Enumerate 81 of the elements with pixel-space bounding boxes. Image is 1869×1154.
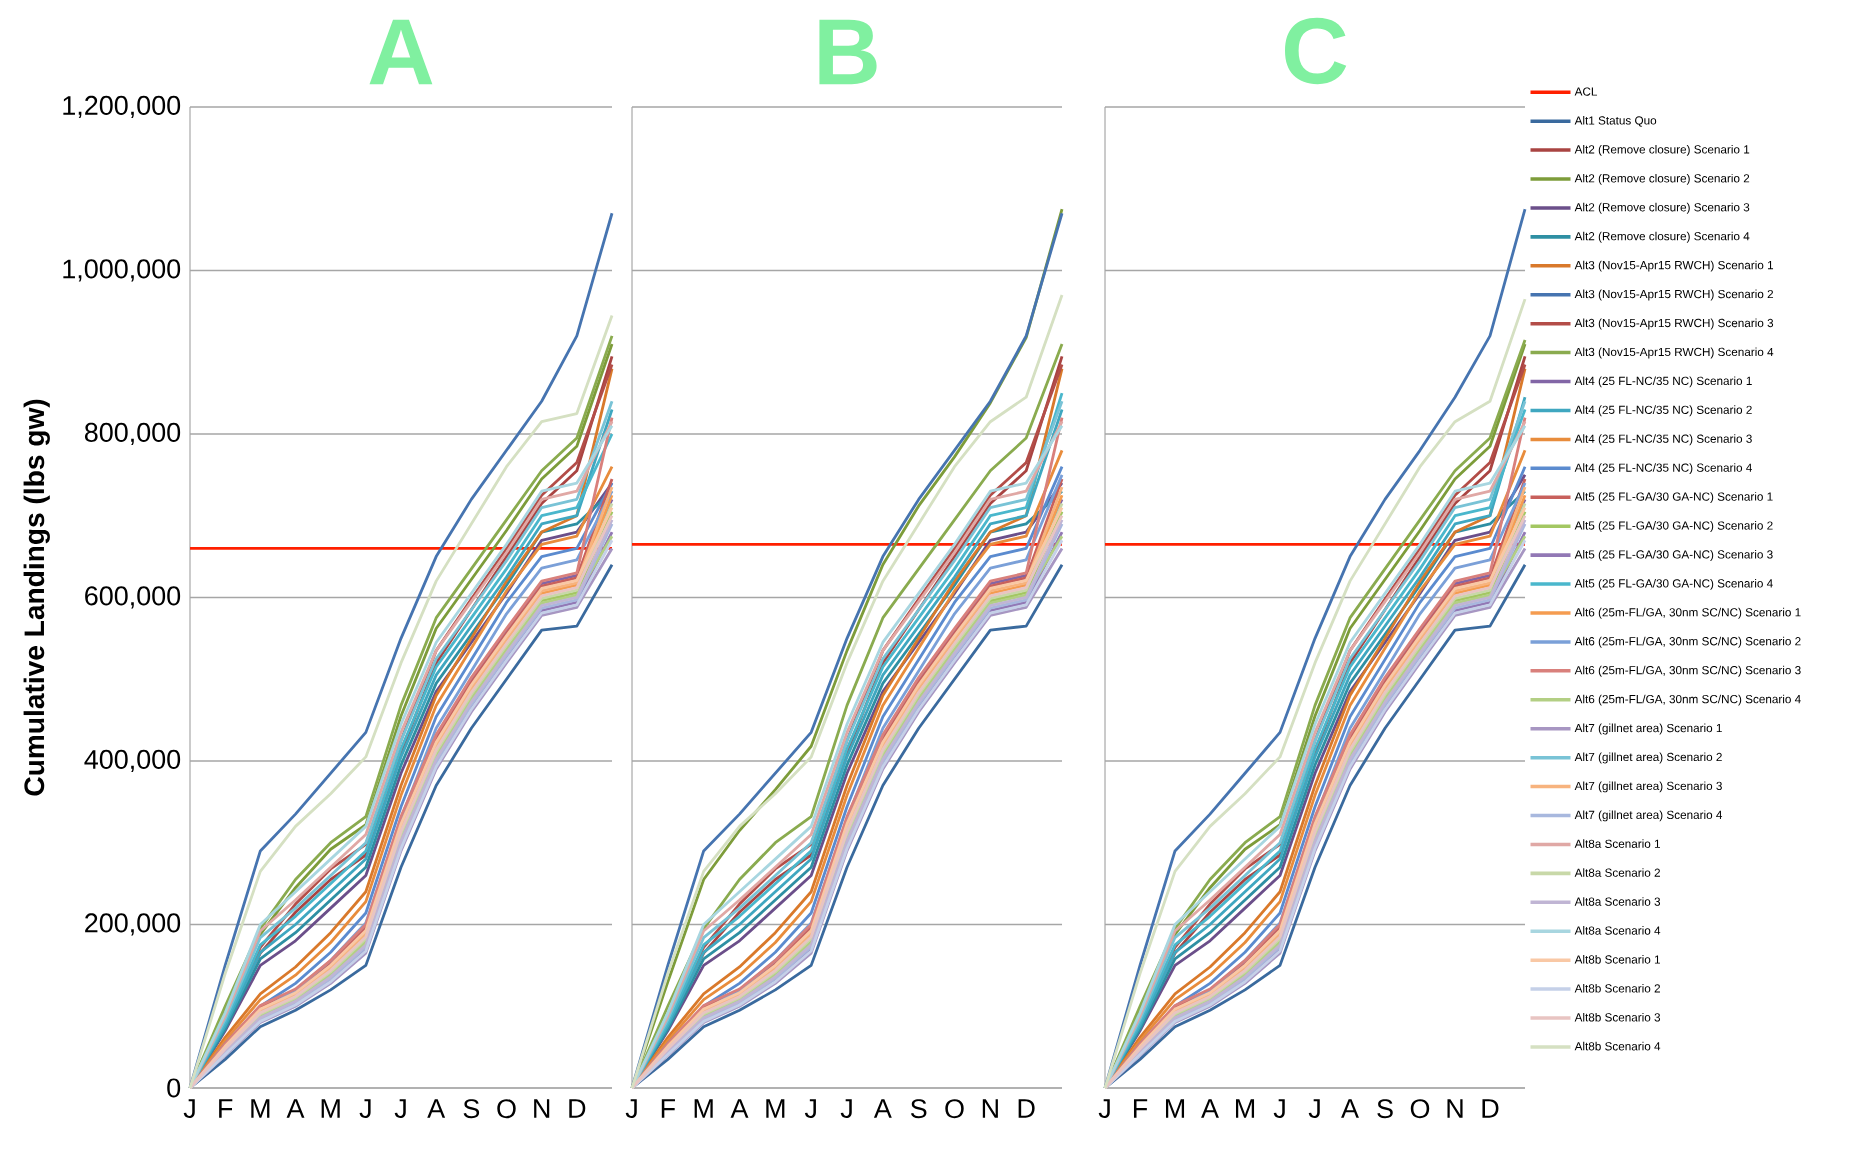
legend-label: Alt4 (25 FL-NC/35 NC) Scenario 3 (1574, 434, 1752, 446)
x-tick-label: M (1235, 1099, 1255, 1118)
legend-label: Alt3 (Nov15-Apr15 RWCH) Scenario 3 (1574, 318, 1774, 330)
x-tick-label: S (910, 1099, 927, 1119)
legend-label: Alt8a Scenario 4 (1574, 926, 1661, 935)
y-tick-label: 0 (167, 1078, 181, 1098)
legend-label: Alt6 (25m-FL/GA, 30nm SC/NC) Scenario 4 (1574, 694, 1801, 706)
x-tick-label: J (625, 1099, 637, 1118)
y-tick-label: 600,000 (85, 586, 181, 609)
legend-label: Alt2 (Remove closure) Scenario 3 (1574, 202, 1750, 214)
y-axis-title: Cumulative Landings (lbs gw) (23, 399, 50, 796)
legend-label: Alt1 Status Quo (1574, 116, 1657, 127)
legend-label: Alt4 (25 FL-NC/35 NC) Scenario 2 (1574, 405, 1752, 417)
x-tick-label: D (569, 1099, 586, 1118)
y-tick-label: 200,000 (85, 913, 181, 936)
y-tick-label: 1,200,000 (63, 95, 181, 119)
x-tick-label: J (394, 1099, 406, 1118)
legend-label: Alt6 (25m-FL/GA, 30nm SC/NC) Scenario 3 (1574, 665, 1801, 677)
x-tick-label: O (1410, 1099, 1430, 1119)
legend-label: Alt3 (Nov15-Apr15 RWCH) Scenario 4 (1574, 347, 1774, 359)
x-tick-label: S (1377, 1099, 1393, 1119)
x-tick-label: S (463, 1099, 480, 1119)
x-tick-label: M (766, 1099, 785, 1118)
x-tick-label: J (183, 1099, 195, 1118)
x-tick-label: A (1201, 1099, 1219, 1118)
legend-label: Alt4 (25 FL-NC/35 NC) Scenario 1 (1574, 376, 1752, 388)
legend-label: Alt5 (25 FL-GA/30 GA-NC) Scenario 1 (1574, 492, 1773, 504)
x-tick-label: N (1447, 1099, 1463, 1118)
x-tick-label: F (1133, 1099, 1148, 1118)
x-tick-label: A (873, 1099, 892, 1118)
legend-label: Alt4 (25 FL-NC/35 NC) Scenario 4 (1574, 463, 1752, 475)
x-tick-label: J (840, 1099, 852, 1118)
legend-label: Alt5 (25 FL-GA/30 GA-NC) Scenario 3 (1574, 550, 1773, 561)
x-tick-label: O (497, 1099, 516, 1119)
x-tick-label: A (286, 1099, 305, 1118)
x-tick-label: M (694, 1099, 713, 1118)
legend-label: Alt2 (Remove closure) Scenario 2 (1574, 173, 1750, 185)
x-tick-label: D (1018, 1099, 1035, 1118)
legend-label: Alt8a Scenario 3 (1574, 897, 1661, 906)
legend-label: Alt3 (Nov15-Apr15 RWCH) Scenario 2 (1574, 289, 1774, 301)
y-tick-label: 1,000,000 (63, 259, 181, 282)
legend-label: Alt7 (gillnet area) Scenario 2 (1574, 752, 1722, 764)
legend-label: Alt6 (25m-FL/GA, 30nm SC/NC) Scenario 2 (1574, 636, 1801, 648)
legend-label: Alt8b Scenario 1 (1574, 955, 1660, 964)
chart-title: B (819, 19, 877, 85)
legend-label: Alt7 (gillnet area) Scenario 1 (1574, 723, 1722, 735)
x-tick-label: M (321, 1099, 340, 1118)
x-tick-label: O (945, 1099, 964, 1119)
legend-label: Alt2 (Remove closure) Scenario 4 (1574, 231, 1750, 243)
x-tick-label: N (982, 1099, 998, 1118)
legend-label: Alt8a Scenario 2 (1574, 868, 1660, 877)
legend-label: Alt6 (25m-FL/GA, 30nm SC/NC) Scenario 1 (1574, 607, 1801, 619)
x-tick-label: F (219, 1099, 233, 1118)
legend-label: Alt8b Scenario 4 (1574, 1041, 1661, 1051)
x-tick-label: D (1482, 1099, 1499, 1118)
x-tick-label: J (1273, 1099, 1285, 1118)
chart-title: A (369, 19, 433, 85)
x-tick-label: J (359, 1099, 371, 1118)
chart-title: C (1285, 17, 1347, 85)
x-tick-label: F (661, 1099, 675, 1118)
x-tick-label: M (1165, 1099, 1185, 1118)
y-tick-label: 400,000 (84, 749, 181, 773)
legend-label: Alt2 (Remove closure) Scenario 1 (1574, 144, 1750, 156)
x-tick-label: A (730, 1099, 749, 1118)
legend-label: Alt8b Scenario 3 (1574, 1012, 1661, 1022)
x-tick-label: N (534, 1099, 550, 1118)
legend-label: ACL (1574, 87, 1598, 96)
legend-label: Alt5 (25 FL-GA/30 GA-NC) Scenario 4 (1574, 578, 1773, 590)
legend-label: Alt5 (25 FL-GA/30 GA-NC) Scenario 2 (1574, 521, 1773, 532)
legend-label: Alt7 (gillnet area) Scenario 3 (1574, 781, 1722, 793)
x-tick-label: A (427, 1099, 446, 1118)
x-tick-label: J (1098, 1099, 1110, 1118)
legend-label: Alt8a Scenario 1 (1574, 839, 1660, 848)
x-tick-label: J (1308, 1099, 1320, 1118)
legend-label: Alt8b Scenario 2 (1574, 983, 1660, 993)
y-tick-label: 800,000 (84, 422, 181, 446)
x-tick-label: J (804, 1099, 816, 1118)
legend-label: Alt3 (Nov15-Apr15 RWCH) Scenario 1 (1574, 260, 1774, 272)
x-tick-label: A (1341, 1099, 1359, 1118)
x-tick-label: M (251, 1099, 270, 1118)
legend-label: Alt7 (gillnet area) Scenario 4 (1574, 810, 1723, 822)
